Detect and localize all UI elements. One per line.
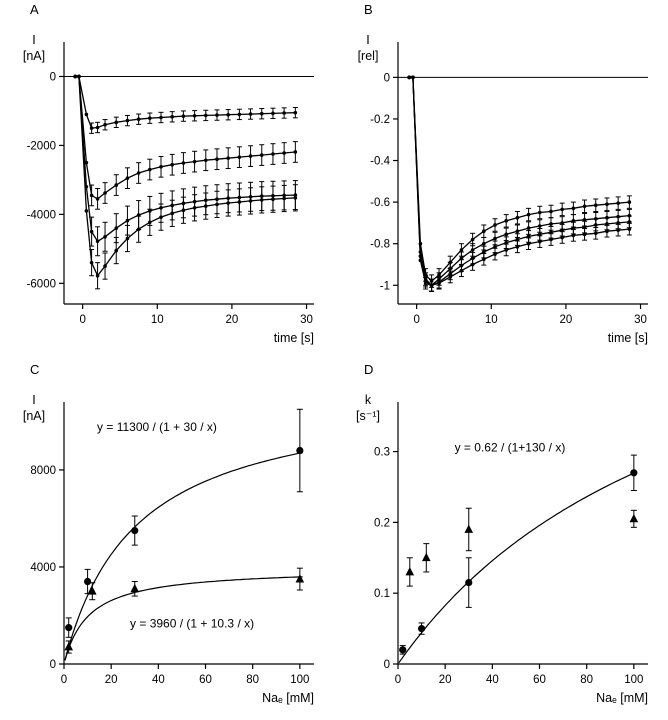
svg-text:[rel]: [rel] — [358, 49, 379, 63]
svg-text:20: 20 — [560, 314, 573, 326]
panel-b: B 0 10 20 30 0 -0.2 -0.4 -0.6 -0.8 -1 I [rel] time [… — [334, 0, 668, 360]
panel-label-c: C — [30, 362, 40, 377]
panel-label-d: D — [364, 362, 374, 377]
svg-text:-2000: -2000 — [27, 140, 56, 152]
panel-a-chart: 0 10 20 30 0 -2000 -4000 -6000 I [nA] time [s] — [23, 33, 314, 345]
svg-text:0: 0 — [413, 314, 419, 326]
svg-text:[s⁻¹]: [s⁻¹] — [356, 409, 380, 423]
svg-text:y = 0.62 / (1+130 / x): y = 0.62 / (1+130 / x) — [455, 441, 566, 455]
svg-text:0: 0 — [395, 674, 401, 686]
svg-text:Naₑ [mM]: Naₑ [mM] — [262, 691, 314, 705]
panel-d: D 0 20 40 60 80 100 0 0.1 0.2 0.3 k [s⁻¹] Naₑ [mM] y … — [334, 360, 668, 720]
svg-text:30: 30 — [634, 314, 647, 326]
svg-text:40: 40 — [152, 674, 165, 686]
svg-text:80: 80 — [580, 674, 593, 686]
svg-text:0: 0 — [61, 674, 67, 686]
panel-d-chart: 0 20 40 60 80 100 0 0.1 0.2 0.3 k [s⁻¹] Naₑ [mM] y = … — [356, 393, 648, 705]
panel-b-chart: 0 10 20 30 0 -0.2 -0.4 -0.6 -0.8 -1 I [rel] time [s] — [358, 33, 648, 345]
svg-text:100: 100 — [624, 674, 643, 686]
svg-text:-1: -1 — [380, 280, 390, 292]
svg-text:20: 20 — [439, 674, 452, 686]
panel-c: C 0 20 40 60 80 100 0 4000 8000 I [nA] Naₑ [mM] y = … — [0, 360, 334, 720]
svg-text:10: 10 — [151, 314, 164, 326]
svg-text:20: 20 — [105, 674, 118, 686]
svg-text:0.3: 0.3 — [374, 447, 390, 459]
svg-text:8000: 8000 — [30, 465, 56, 477]
svg-text:0.2: 0.2 — [374, 517, 390, 529]
svg-text:k: k — [365, 393, 372, 407]
svg-text:0: 0 — [50, 71, 56, 83]
svg-text:80: 80 — [246, 674, 259, 686]
svg-text:-0.6: -0.6 — [370, 197, 390, 209]
svg-text:20: 20 — [226, 314, 239, 326]
svg-text:y = 3960 / (1 + 10.3 / x): y = 3960 / (1 + 10.3 / x) — [130, 617, 254, 631]
svg-text:-0.8: -0.8 — [370, 239, 390, 251]
panel-c-chart: 0 20 40 60 80 100 0 4000 8000 I [nA] Naₑ [mM] y = 11… — [23, 393, 314, 705]
svg-text:Naₑ [mM]: Naₑ [mM] — [596, 691, 648, 705]
svg-text:[nA]: [nA] — [23, 409, 45, 423]
svg-text:30: 30 — [300, 314, 313, 326]
svg-text:-0.4: -0.4 — [370, 156, 390, 168]
svg-text:-6000: -6000 — [27, 278, 56, 290]
svg-text:time [s]: time [s] — [274, 331, 314, 345]
svg-text:time [s]: time [s] — [608, 331, 648, 345]
svg-text:10: 10 — [485, 314, 498, 326]
svg-text:[nA]: [nA] — [23, 49, 45, 63]
svg-text:I: I — [366, 33, 369, 47]
panel-label-a: A — [30, 2, 39, 17]
svg-text:4000: 4000 — [30, 562, 56, 574]
panel-label-b: B — [364, 2, 373, 17]
svg-text:I: I — [32, 33, 35, 47]
svg-text:0: 0 — [50, 659, 56, 671]
svg-text:I: I — [32, 393, 35, 407]
svg-text:40: 40 — [486, 674, 499, 686]
svg-text:-0.2: -0.2 — [370, 114, 390, 126]
svg-text:0.1: 0.1 — [374, 588, 390, 600]
svg-text:0: 0 — [384, 72, 390, 84]
svg-text:60: 60 — [533, 674, 546, 686]
svg-text:60: 60 — [199, 674, 212, 686]
svg-text:0: 0 — [384, 659, 390, 671]
svg-text:y = 11300 / (1 + 30 / x): y = 11300 / (1 + 30 / x) — [97, 420, 217, 434]
svg-text:-4000: -4000 — [27, 209, 56, 221]
svg-text:100: 100 — [290, 674, 309, 686]
svg-text:0: 0 — [79, 314, 85, 326]
panel-a: A 0 10 20 30 0 -2000 -4000 -6000 I [nA] time [s] — [0, 0, 334, 360]
